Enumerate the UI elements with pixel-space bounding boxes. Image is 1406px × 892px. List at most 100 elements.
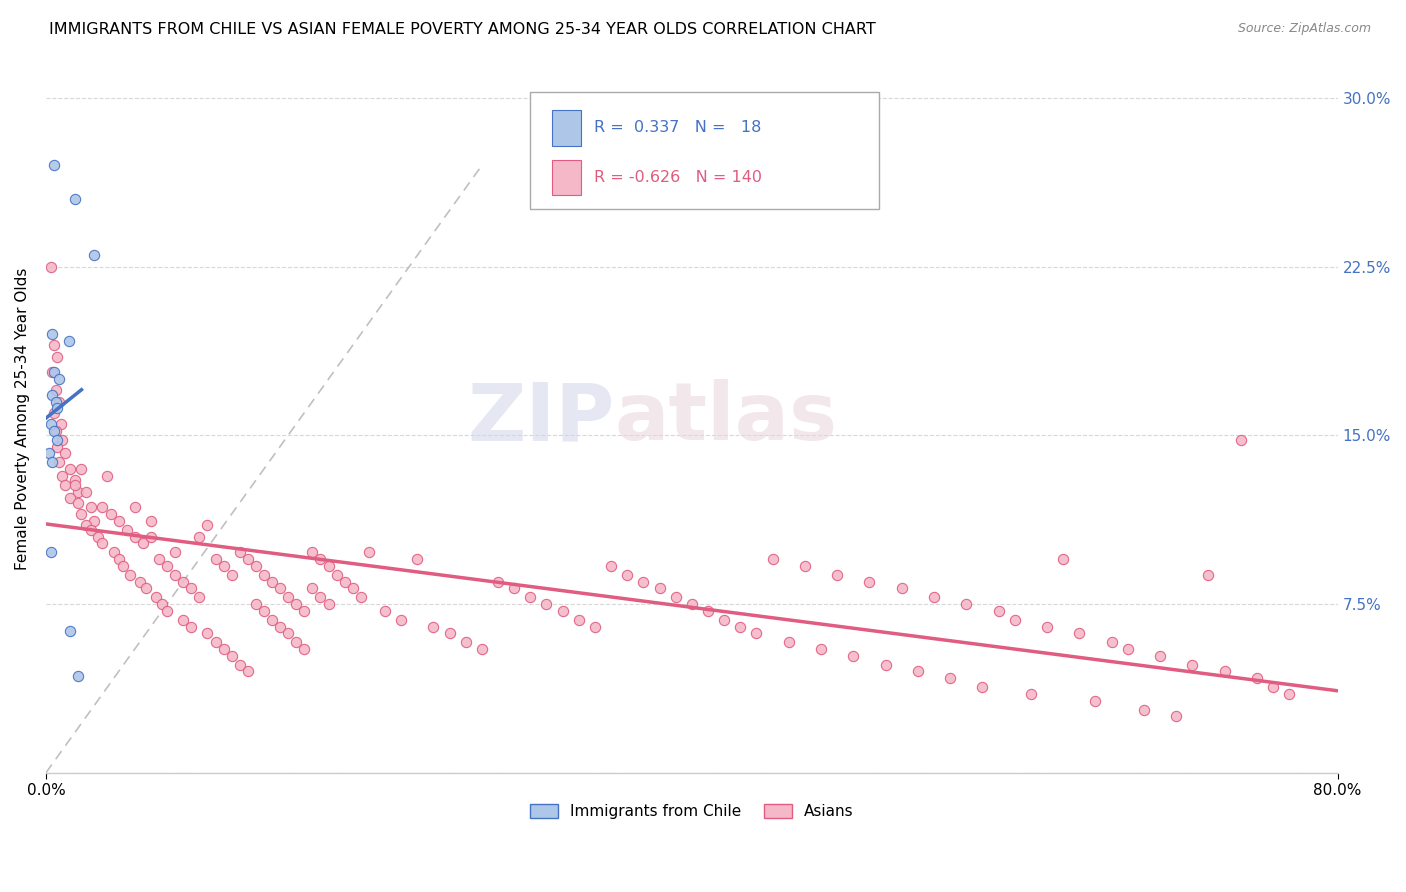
Point: [842, 648, 865, 663]
Point: [42, 158, 65, 172]
Point: [112, 558, 135, 573]
Point: [80, 500, 103, 515]
Point: [128, 574, 150, 589]
Point: [236, 552, 259, 566]
Point: [292, 642, 315, 657]
Point: [49, 417, 72, 431]
Point: [568, 613, 591, 627]
Point: [858, 574, 880, 589]
Text: R =  0.337   N =   18: R = 0.337 N = 18: [593, 120, 761, 136]
Point: [260, 574, 283, 589]
Point: [1278, 687, 1301, 701]
Point: [318, 597, 340, 611]
Point: [63, 477, 86, 491]
Point: [907, 665, 929, 679]
Point: [135, 581, 157, 595]
FancyBboxPatch shape: [553, 160, 581, 195]
Point: [1116, 642, 1139, 657]
Point: [1036, 619, 1059, 633]
Point: [67, 496, 90, 510]
Point: [269, 581, 291, 595]
Point: [221, 567, 243, 582]
Point: [91, 500, 114, 515]
Point: [253, 567, 276, 582]
Point: [41, 455, 63, 469]
Point: [63, 192, 86, 206]
Point: [156, 558, 179, 573]
Point: [600, 558, 623, 573]
Point: [42, 338, 65, 352]
Point: [228, 657, 250, 672]
Point: [486, 574, 509, 589]
Point: [955, 597, 977, 611]
Point: [503, 581, 526, 595]
Point: [1084, 694, 1107, 708]
Point: [100, 507, 122, 521]
Point: [67, 669, 90, 683]
Point: [439, 626, 461, 640]
Point: [422, 619, 444, 633]
Point: [46, 433, 69, 447]
Point: [236, 665, 259, 679]
Point: [180, 581, 202, 595]
Point: [1052, 552, 1074, 566]
Point: [48, 372, 70, 386]
Point: [648, 581, 671, 595]
Point: [987, 604, 1010, 618]
Point: [188, 591, 211, 605]
Point: [406, 552, 429, 566]
Point: [519, 591, 541, 605]
Point: [48, 455, 70, 469]
Point: [551, 604, 574, 618]
Point: [810, 642, 832, 657]
Point: [277, 626, 299, 640]
Text: R = -0.626   N = 140: R = -0.626 N = 140: [593, 170, 762, 185]
Point: [681, 597, 703, 611]
Point: [53, 477, 76, 491]
Point: [825, 567, 848, 582]
Y-axis label: Female Poverty Among 25-34 Year Olds: Female Poverty Among 25-34 Year Olds: [15, 268, 30, 570]
Point: [39, 417, 62, 431]
Point: [285, 635, 308, 649]
Point: [374, 604, 396, 618]
Point: [1246, 671, 1268, 685]
Point: [42, 406, 65, 420]
Point: [46, 350, 69, 364]
Point: [75, 518, 97, 533]
Point: [118, 567, 141, 582]
Point: [172, 613, 194, 627]
Point: [212, 558, 235, 573]
Point: [59, 462, 82, 476]
Point: [197, 626, 219, 640]
Point: [309, 552, 332, 566]
Point: [536, 597, 558, 611]
Point: [1004, 613, 1026, 627]
FancyBboxPatch shape: [530, 93, 879, 210]
Point: [41, 365, 63, 379]
Point: [204, 552, 226, 566]
Point: [697, 604, 720, 618]
Point: [107, 514, 129, 528]
Point: [1149, 648, 1171, 663]
Point: [633, 574, 655, 589]
Point: [46, 440, 69, 454]
Point: [922, 591, 945, 605]
Point: [45, 384, 67, 398]
Point: [165, 567, 187, 582]
Point: [253, 604, 276, 618]
Point: [260, 613, 283, 627]
Point: [197, 518, 219, 533]
Point: [1213, 665, 1236, 679]
Point: [745, 626, 768, 640]
Point: [51, 433, 73, 447]
Point: [713, 613, 735, 627]
Point: [761, 552, 783, 566]
Legend: Immigrants from Chile, Asians: Immigrants from Chile, Asians: [524, 798, 859, 825]
Point: [188, 529, 211, 543]
Point: [41, 388, 63, 402]
Point: [1069, 626, 1091, 640]
Point: [124, 500, 146, 515]
Point: [301, 545, 323, 559]
Point: [793, 558, 815, 573]
Point: [1181, 657, 1204, 672]
